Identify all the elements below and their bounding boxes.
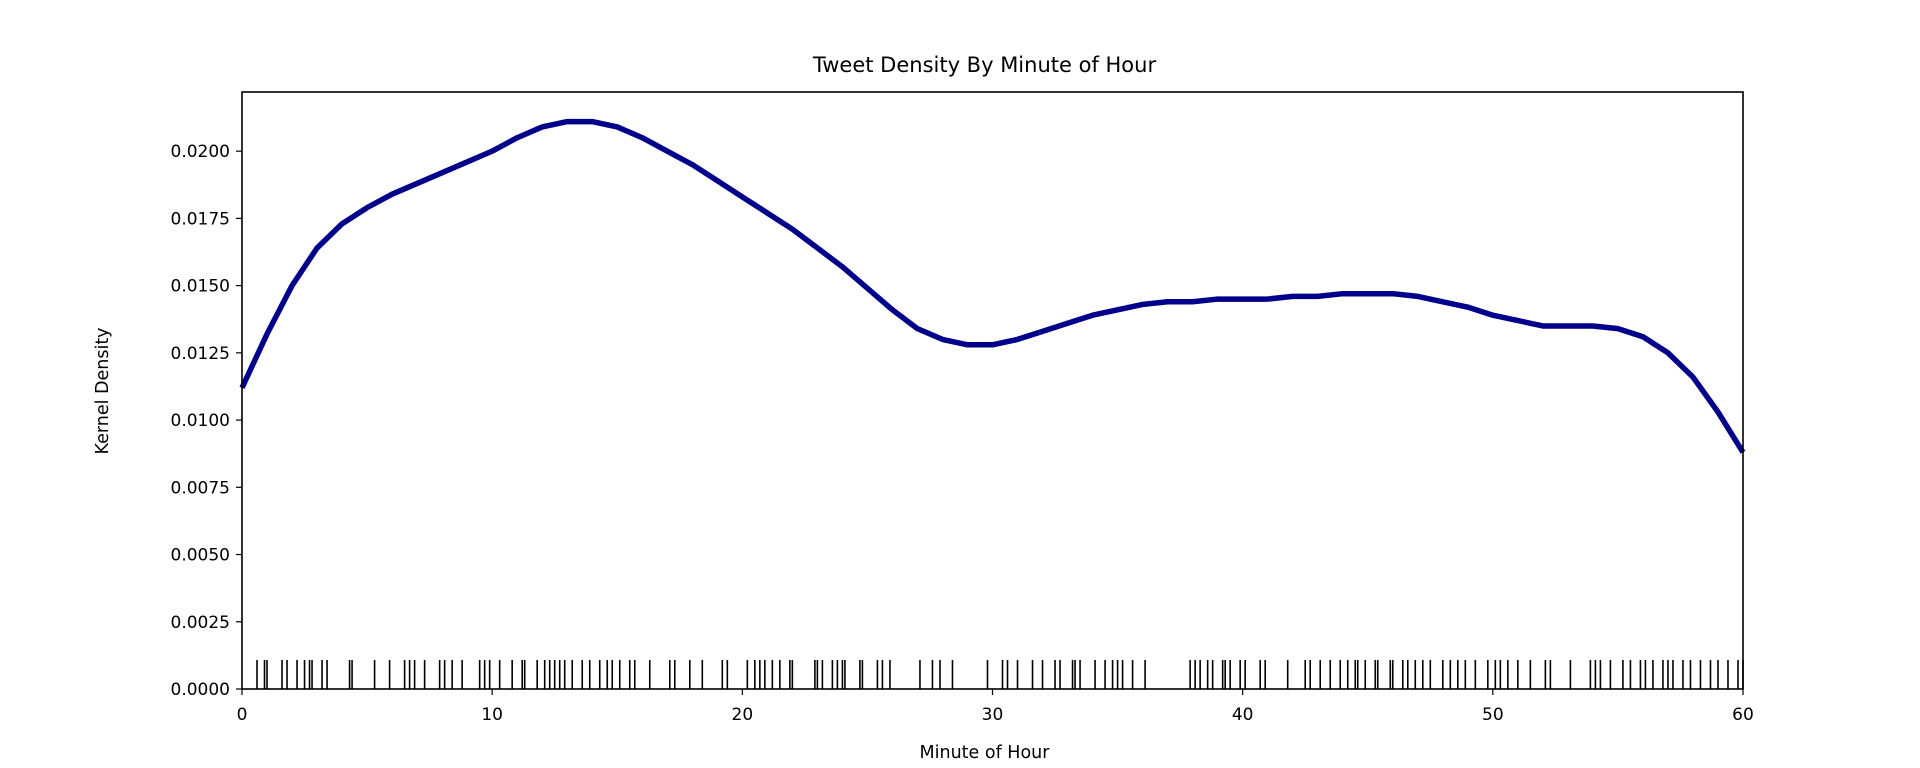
- y-tick-label-7: 0.0175: [171, 209, 230, 229]
- x-tick-label-0: 0: [237, 705, 248, 725]
- y-tick-label-4: 0.0100: [171, 411, 230, 431]
- plot-area: 0 10 20 30 40 50 60 0.0000 0.0025 0.0050 0.0075 0.0…: [171, 91, 1754, 725]
- axes-frame: [241, 91, 1744, 690]
- y-tick-label-2: 0.0050: [171, 546, 230, 566]
- y-axis-label: Kernel Density: [93, 327, 113, 454]
- y-tick-label-1: 0.0025: [171, 613, 230, 633]
- y-tick-label-6: 0.0150: [171, 277, 230, 297]
- y-tick-label-3: 0.0075: [171, 478, 230, 498]
- x-tick-label-5: 50: [1482, 705, 1504, 725]
- x-tick-label-6: 60: [1732, 705, 1754, 725]
- density-line: [239, 118, 1746, 454]
- y-tick-label-8: 0.0200: [171, 142, 230, 162]
- y-tick-label-0: 0.0000: [171, 680, 230, 700]
- y-tick-label-5: 0.0125: [171, 344, 230, 364]
- x-tick-label-2: 20: [732, 705, 754, 725]
- chart-title: Tweet Density By Minute of Hour: [812, 53, 1157, 77]
- x-tick-label-3: 30: [982, 705, 1004, 725]
- x-axis-label: Minute of Hour: [920, 743, 1051, 763]
- x-tick-label-1: 10: [481, 705, 503, 725]
- x-tick-label-4: 40: [1232, 705, 1254, 725]
